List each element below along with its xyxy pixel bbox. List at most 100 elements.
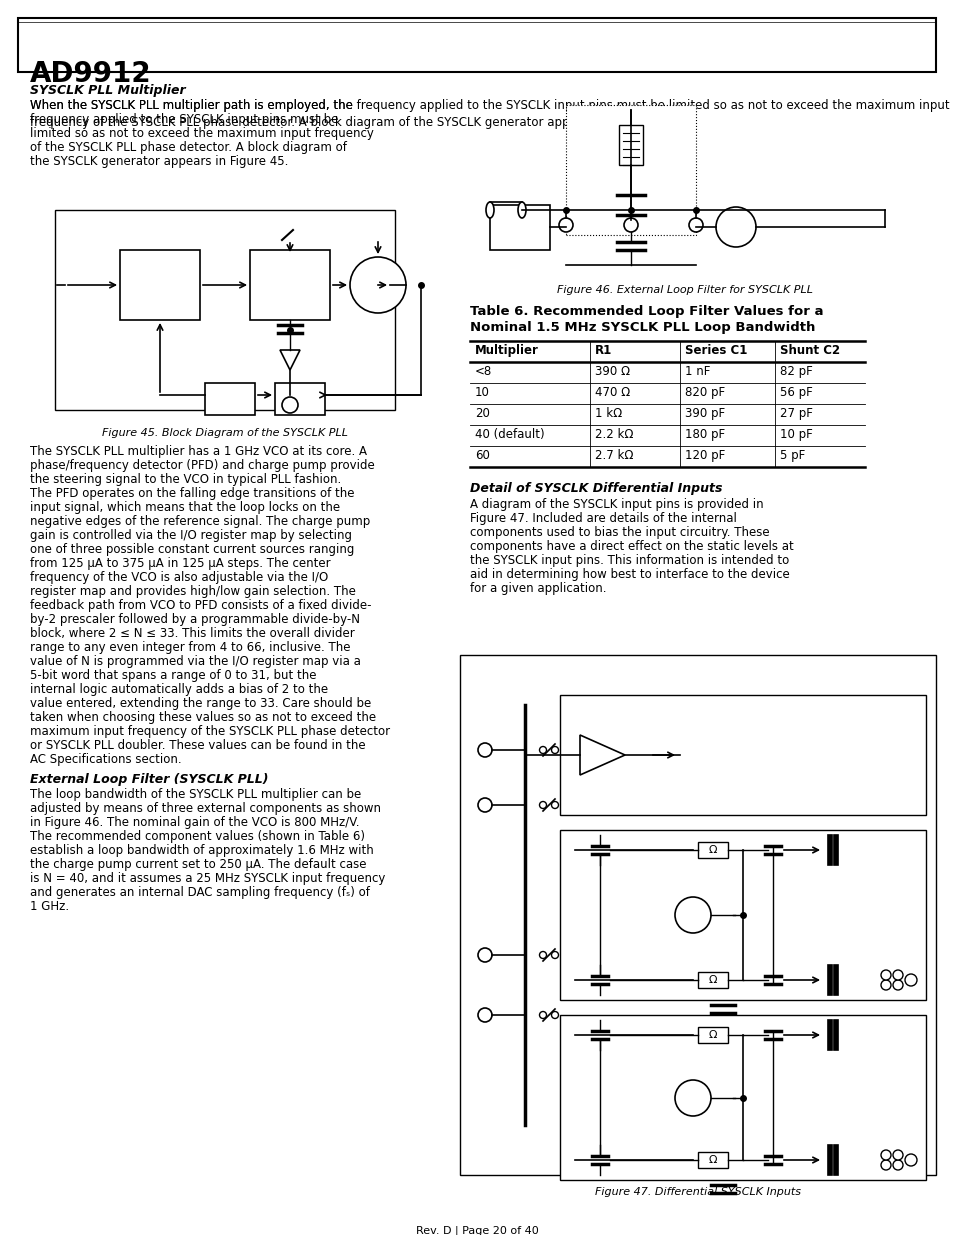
Text: is N = 40, and it assumes a 25 MHz SYSCLK input frequency: is N = 40, and it assumes a 25 MHz SYSCL…	[30, 872, 385, 885]
Text: 2.7 kΩ: 2.7 kΩ	[595, 450, 633, 462]
Circle shape	[282, 396, 297, 412]
Circle shape	[880, 969, 890, 981]
Text: components used to bias the input circuitry. These: components used to bias the input circui…	[470, 526, 769, 538]
Text: 82 pF: 82 pF	[780, 366, 812, 378]
Text: gain is controlled via the I/O register map by selecting: gain is controlled via the I/O register …	[30, 529, 352, 542]
Circle shape	[675, 1079, 710, 1116]
Text: 5-bit word that spans a range of 0 to 31, but the: 5-bit word that spans a range of 0 to 31…	[30, 669, 316, 682]
Text: input signal, which means that the loop locks on the: input signal, which means that the loop …	[30, 501, 340, 514]
Text: value entered, extending the range to 33. Care should be: value entered, extending the range to 33…	[30, 697, 371, 710]
Bar	[55, 210, 395, 410]
Text: register map and provides high/low gain selection. The: register map and provides high/low gain …	[30, 585, 355, 598]
Text: Ω: Ω	[708, 845, 717, 855]
Bar	[618, 125, 642, 165]
Text: and generates an internal DAC sampling frequency (fₛ) of: and generates an internal DAC sampling f…	[30, 885, 370, 899]
Circle shape	[892, 981, 902, 990]
Text: 60: 60	[475, 450, 489, 462]
Circle shape	[477, 1008, 492, 1023]
Text: 40 (default): 40 (default)	[475, 429, 544, 441]
Text: in Figure 46. The nominal gain of the VCO is 800 MHz/V.: in Figure 46. The nominal gain of the VC…	[30, 816, 359, 829]
Text: establish a loop bandwidth of approximately 1.6 MHz with: establish a loop bandwidth of approximat…	[30, 844, 374, 857]
Circle shape	[477, 798, 492, 811]
Text: 820 pF: 820 pF	[684, 387, 724, 399]
Text: internal logic automatically adds a bias of 2 to the: internal logic automatically adds a bias…	[30, 683, 328, 697]
Bar	[120, 249, 200, 320]
Circle shape	[477, 743, 492, 757]
Text: Table 6. Recommended Loop Filter Values for a: Table 6. Recommended Loop Filter Values …	[470, 305, 822, 317]
Text: phase/frequency detector (PFD) and charge pump provide: phase/frequency detector (PFD) and charg…	[30, 459, 375, 472]
Bar	[698, 842, 727, 858]
Circle shape	[539, 802, 546, 809]
Text: 470 Ω: 470 Ω	[595, 387, 630, 399]
Bar	[833, 835, 837, 864]
Text: 120 pF: 120 pF	[684, 450, 724, 462]
Text: AC Specifications section.: AC Specifications section.	[30, 753, 181, 766]
Text: from 125 μA to 375 μA in 125 μA steps. The center: from 125 μA to 375 μA in 125 μA steps. T…	[30, 557, 331, 571]
Bar	[490, 205, 550, 249]
Text: 390 Ω: 390 Ω	[595, 366, 630, 378]
Circle shape	[904, 1153, 916, 1166]
Circle shape	[551, 1011, 558, 1019]
Bar	[827, 1145, 831, 1174]
Text: taken when choosing these values so as not to exceed the: taken when choosing these values so as n…	[30, 711, 375, 724]
Bar	[274, 383, 325, 415]
Text: Ω: Ω	[708, 974, 717, 986]
Circle shape	[675, 897, 710, 932]
Circle shape	[880, 981, 890, 990]
Text: aid in determining how best to interface to the device: aid in determining how best to interface…	[470, 568, 789, 580]
Text: External Loop Filter (SYSCLK PLL): External Loop Filter (SYSCLK PLL)	[30, 773, 268, 785]
Text: Shunt C2: Shunt C2	[780, 345, 840, 357]
Text: 5 pF: 5 pF	[780, 450, 804, 462]
Text: 1 GHz.: 1 GHz.	[30, 900, 69, 913]
Circle shape	[551, 802, 558, 809]
Text: The loop bandwidth of the SYSCLK PLL multiplier can be: The loop bandwidth of the SYSCLK PLL mul…	[30, 788, 361, 802]
Text: The SYSCLK PLL multiplier has a 1 GHz VCO at its core. A: The SYSCLK PLL multiplier has a 1 GHz VC…	[30, 445, 367, 458]
Text: Rev. D | Page 20 of 40: Rev. D | Page 20 of 40	[416, 1225, 537, 1235]
Bar	[698, 1152, 727, 1168]
Circle shape	[716, 207, 755, 247]
Bar	[698, 1028, 727, 1044]
Circle shape	[880, 1160, 890, 1170]
Bar	[833, 1145, 837, 1174]
Text: Nominal 1.5 MHz SYSCLK PLL Loop Bandwidth: Nominal 1.5 MHz SYSCLK PLL Loop Bandwidt…	[470, 321, 815, 333]
Text: 20: 20	[475, 408, 489, 420]
Text: 1 kΩ: 1 kΩ	[595, 408, 621, 420]
Bar	[559, 1015, 925, 1179]
Text: Figure 47. Differential SYSCLK Inputs: Figure 47. Differential SYSCLK Inputs	[595, 1187, 801, 1197]
Circle shape	[558, 219, 573, 232]
Text: limited so as not to exceed the maximum input frequency: limited so as not to exceed the maximum …	[30, 127, 374, 140]
Text: 2.2 kΩ: 2.2 kΩ	[595, 429, 633, 441]
Text: adjusted by means of three external components as shown: adjusted by means of three external comp…	[30, 802, 380, 815]
Text: A diagram of the SYSCLK input pins is provided in: A diagram of the SYSCLK input pins is pr…	[470, 498, 762, 511]
Bar	[18, 19, 935, 72]
Text: R1: R1	[595, 345, 612, 357]
Circle shape	[477, 948, 492, 962]
Text: Figure 45. Block Diagram of the SYSCLK PLL: Figure 45. Block Diagram of the SYSCLK P…	[102, 429, 348, 438]
Circle shape	[551, 746, 558, 753]
Text: one of three possible constant current sources ranging: one of three possible constant current s…	[30, 543, 354, 556]
Circle shape	[539, 746, 546, 753]
Text: When the SYSCLK PLL multiplier path is employed, the frequency applied to the SY: When the SYSCLK PLL multiplier path is e…	[30, 99, 948, 128]
Bar	[490, 203, 521, 219]
Circle shape	[539, 1011, 546, 1019]
Text: Detail of SYSCLK Differential Inputs: Detail of SYSCLK Differential Inputs	[470, 482, 721, 495]
Text: range to any even integer from 4 to 66, inclusive. The: range to any even integer from 4 to 66, …	[30, 641, 350, 655]
Text: block, where 2 ≤ N ≤ 33. This limits the overall divider: block, where 2 ≤ N ≤ 33. This limits the…	[30, 627, 355, 640]
Text: When the SYSCLK PLL multiplier path is employed, the: When the SYSCLK PLL multiplier path is e…	[30, 99, 353, 112]
Text: the SYSCLK input pins. This information is intended to: the SYSCLK input pins. This information …	[470, 555, 788, 567]
Bar	[559, 830, 925, 1000]
Text: 10: 10	[475, 387, 489, 399]
Text: Figure 47. Included are details of the internal: Figure 47. Included are details of the i…	[470, 513, 736, 525]
Text: Ω: Ω	[708, 1030, 717, 1040]
Bar	[827, 1020, 831, 1050]
Circle shape	[539, 951, 546, 958]
Bar	[250, 249, 330, 320]
Circle shape	[892, 969, 902, 981]
Text: the charge pump current set to 250 μA. The default case: the charge pump current set to 250 μA. T…	[30, 858, 366, 871]
Circle shape	[892, 1160, 902, 1170]
Circle shape	[892, 1150, 902, 1160]
Text: Multiplier: Multiplier	[475, 345, 538, 357]
Circle shape	[688, 219, 702, 232]
Text: 180 pF: 180 pF	[684, 429, 724, 441]
Text: frequency of the VCO is also adjustable via the I/O: frequency of the VCO is also adjustable …	[30, 571, 328, 584]
